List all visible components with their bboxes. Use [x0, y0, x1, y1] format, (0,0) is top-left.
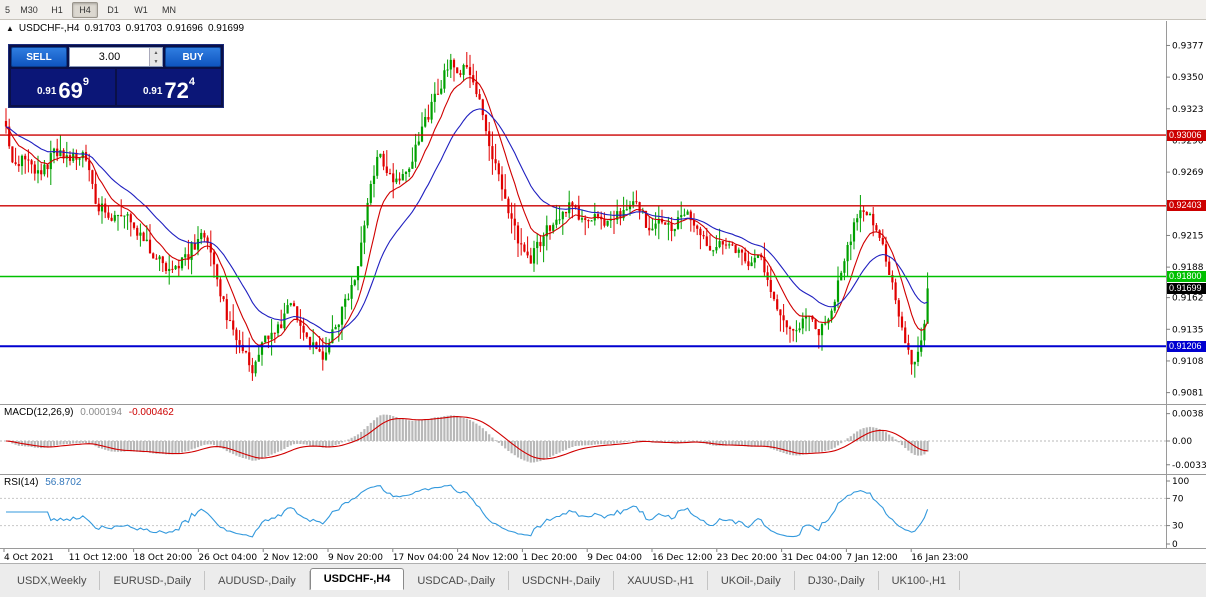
- macd-label: MACD(12,26,9): [4, 407, 74, 418]
- timeframe-button-W1[interactable]: W1: [134, 4, 148, 15]
- svg-text:0.9350: 0.9350: [1172, 73, 1204, 83]
- current-price-label: 0.91699: [1167, 283, 1206, 294]
- rsi-axis: 100 70 30 0: [1166, 477, 1189, 550]
- ohlc-close: 0.91699: [207, 23, 245, 34]
- rsi-label: RSI(14): [4, 477, 39, 488]
- svg-text:9 Dec 04:00: 9 Dec 04:00: [587, 553, 642, 563]
- horizontal-levels[interactable]: [0, 134, 1166, 348]
- sell-price-big: 69: [58, 78, 83, 103]
- svg-text:16 Jan 23:00: 16 Jan 23:00: [911, 553, 968, 563]
- svg-text:31 Dec 04:00: 31 Dec 04:00: [782, 553, 843, 563]
- macd-pane: [0, 414, 1166, 463]
- chart-tab-usdchf-h4[interactable]: USDCHF-,H4: [309, 568, 405, 590]
- svg-text:0.9188: 0.9188: [1172, 263, 1204, 273]
- svg-text:7 Jan 12:00: 7 Jan 12:00: [846, 553, 898, 563]
- svg-text:70: 70: [1172, 494, 1184, 504]
- level-price-label-0.91800[interactable]: 0.91800: [1167, 271, 1206, 282]
- chart-tab-audusd-daily[interactable]: AUDUSD-,Daily: [205, 571, 310, 590]
- ohlc-low: 0.91696: [166, 23, 203, 34]
- ohlc-open: 0.91703: [84, 23, 121, 34]
- macd-value-main: 0.000194: [80, 407, 122, 418]
- moving-averages: [5, 77, 929, 346]
- timeframe-button-5[interactable]: 5: [5, 4, 11, 15]
- sell-button[interactable]: SELL: [11, 47, 67, 67]
- svg-text:26 Oct 04:00: 26 Oct 04:00: [198, 553, 257, 563]
- svg-text:4 Oct 2021: 4 Oct 2021: [4, 553, 54, 563]
- svg-text:-0.0033: -0.0033: [1172, 461, 1206, 471]
- chart-tab-usdcad-daily[interactable]: USDCAD-,Daily: [404, 571, 509, 590]
- svg-text:0.9135: 0.9135: [1172, 325, 1204, 335]
- timeframe-button-D1[interactable]: D1: [107, 4, 119, 15]
- lot-decrease-button[interactable]: ▼: [150, 57, 162, 66]
- buy-price-sup: 4: [188, 76, 196, 88]
- macd-value-signal: -0.000462: [128, 407, 174, 418]
- chart-header: ▲ USDCHF-,H4 0.91703 0.91703 0.91696 0.9…: [6, 23, 244, 34]
- chart-tab-uk100-h1[interactable]: UK100-,H1: [879, 571, 961, 590]
- buy-button[interactable]: BUY: [165, 47, 221, 67]
- timeframe-button-MN[interactable]: MN: [162, 4, 176, 15]
- chart-title: USDCHF-,H4: [18, 23, 80, 34]
- svg-text:11 Oct 12:00: 11 Oct 12:00: [69, 553, 128, 563]
- buy-price-prefix: 0.91: [142, 86, 163, 97]
- buy-price[interactable]: 0.91 72 4: [117, 69, 221, 105]
- svg-text:0: 0: [1172, 540, 1178, 550]
- svg-text:17 Nov 04:00: 17 Nov 04:00: [393, 553, 454, 563]
- level-price-label-0.93006[interactable]: 0.93006: [1167, 130, 1206, 141]
- level-price-label-0.92403[interactable]: 0.92403: [1167, 200, 1206, 211]
- svg-text:0.00: 0.00: [1172, 437, 1192, 447]
- svg-text:30: 30: [1172, 522, 1184, 532]
- chart-tabs: USDX,Weekly EURUSD-,Daily AUDUSD-,Daily USD…: [0, 568, 1206, 590]
- chart-tab-ukoil-daily[interactable]: UKOil-,Daily: [708, 571, 795, 590]
- sell-price[interactable]: 0.91 69 9: [11, 69, 115, 105]
- macd-axis: 0.0038 0.00 -0.0033: [1166, 410, 1206, 471]
- svg-text:16 Dec 12:00: 16 Dec 12:00: [652, 553, 713, 563]
- sell-price-prefix: 0.91: [36, 86, 57, 97]
- svg-text:0.9081: 0.9081: [1172, 389, 1204, 399]
- timeframe-button-M30[interactable]: M30: [20, 4, 38, 15]
- timeframe-button-H1[interactable]: H1: [51, 4, 63, 15]
- svg-text:100: 100: [1172, 477, 1189, 487]
- timeframe-button-H4[interactable]: H4: [72, 1, 98, 18]
- lot-size-control[interactable]: 3.00 ▲ ▼: [69, 47, 163, 67]
- svg-text:0.9162: 0.9162: [1172, 294, 1204, 304]
- chart-tab-dj30-daily[interactable]: DJ30-,Daily: [795, 571, 879, 590]
- time-axis[interactable]: 4 Oct 2021 11 Oct 12:00 18 Oct 20:00 26 Oct…: [3, 549, 968, 563]
- rsi-value: 56.8702: [45, 477, 82, 488]
- svg-text:0.9377: 0.9377: [1172, 41, 1204, 51]
- lot-size-value[interactable]: 3.00: [98, 51, 121, 63]
- chart-tabs-bar: USDX,Weekly EURUSD-,Daily AUDUSD-,Daily USD…: [0, 563, 1206, 597]
- svg-text:1 Dec 20:00: 1 Dec 20:00: [522, 553, 577, 563]
- svg-text:18 Oct 20:00: 18 Oct 20:00: [134, 553, 193, 563]
- svg-text:0.0038: 0.0038: [1172, 410, 1204, 420]
- svg-text:0.9215: 0.9215: [1172, 231, 1204, 241]
- svg-text:2 Nov 12:00: 2 Nov 12:00: [263, 553, 318, 563]
- svg-text:24 Nov 12:00: 24 Nov 12:00: [458, 553, 519, 563]
- ohlc-high: 0.91703: [125, 23, 162, 34]
- svg-text:0.9296: 0.9296: [1172, 136, 1204, 146]
- one-click-trade-panel: SELL 3.00 ▲ ▼ BUY 0.91 69 9 0.91 72 4: [8, 44, 224, 108]
- lot-increase-button[interactable]: ▲: [150, 48, 162, 57]
- timeframe-toolbar: 5 M30 H1 H4 D1 W1 MN: [0, 0, 1206, 20]
- svg-text:23 Dec 20:00: 23 Dec 20:00: [717, 553, 778, 563]
- lot-spin-buttons: ▲ ▼: [149, 48, 162, 66]
- svg-text:0.9269: 0.9269: [1172, 168, 1204, 178]
- chart-tab-xauusd-h1[interactable]: XAUUSD-,H1: [614, 571, 708, 590]
- svg-text:0.9323: 0.9323: [1172, 105, 1204, 115]
- svg-text:0.9108: 0.9108: [1172, 357, 1204, 367]
- chart-tab-eurusd-daily[interactable]: EURUSD-,Daily: [100, 571, 206, 590]
- macd-header: MACD(12,26,9) 0.000194 -0.000462: [4, 407, 174, 418]
- level-price-label-0.91206[interactable]: 0.91206: [1167, 341, 1206, 352]
- rsi-pane: [0, 484, 1166, 538]
- candles: [4, 52, 929, 381]
- buy-price-big: 72: [164, 78, 189, 103]
- svg-text:9 Nov 20:00: 9 Nov 20:00: [328, 553, 383, 563]
- sell-price-sup: 9: [82, 76, 90, 88]
- one-click-collapse-icon[interactable]: ▲: [6, 24, 14, 33]
- rsi-header: RSI(14) 56.8702: [4, 477, 81, 488]
- chart-tab-usdx-weekly[interactable]: USDX,Weekly: [4, 571, 101, 590]
- chart-tab-usdcnh-daily[interactable]: USDCNH-,Daily: [509, 571, 615, 590]
